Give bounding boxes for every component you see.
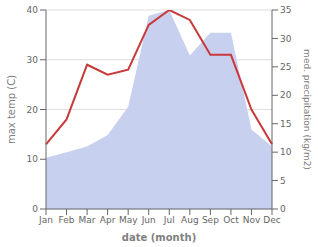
svg-text:30: 30 — [27, 55, 39, 65]
svg-text:Apr: Apr — [100, 215, 116, 225]
svg-text:35: 35 — [280, 5, 291, 15]
svg-text:0: 0 — [280, 204, 286, 214]
svg-text:40: 40 — [27, 5, 39, 15]
svg-text:25: 25 — [280, 62, 291, 72]
svg-text:30: 30 — [280, 34, 292, 44]
svg-text:May: May — [119, 215, 138, 225]
svg-text:Mar: Mar — [79, 215, 96, 225]
svg-text:10: 10 — [280, 147, 292, 157]
svg-text:Jan: Jan — [38, 215, 53, 225]
svg-text:max temp (C): max temp (C) — [8, 75, 17, 144]
svg-text:15: 15 — [280, 119, 291, 129]
svg-text:med. precipitation (kg/m2): med. precipitation (kg/m2) — [302, 49, 310, 170]
svg-text:10: 10 — [27, 154, 39, 164]
svg-text:Dec: Dec — [263, 215, 280, 225]
svg-text:Jul: Jul — [163, 215, 175, 225]
svg-text:20: 20 — [280, 90, 292, 100]
svg-text:20: 20 — [27, 105, 39, 115]
svg-text:Aug: Aug — [181, 215, 199, 225]
svg-text:Sep: Sep — [202, 215, 219, 225]
svg-text:date (month): date (month) — [122, 232, 196, 243]
svg-text:5: 5 — [280, 176, 286, 186]
svg-text:Feb: Feb — [59, 215, 75, 225]
svg-text:Oct: Oct — [223, 215, 239, 225]
svg-text:0: 0 — [32, 204, 38, 214]
svg-text:Jun: Jun — [141, 215, 156, 225]
svg-text:Nov: Nov — [243, 215, 261, 225]
